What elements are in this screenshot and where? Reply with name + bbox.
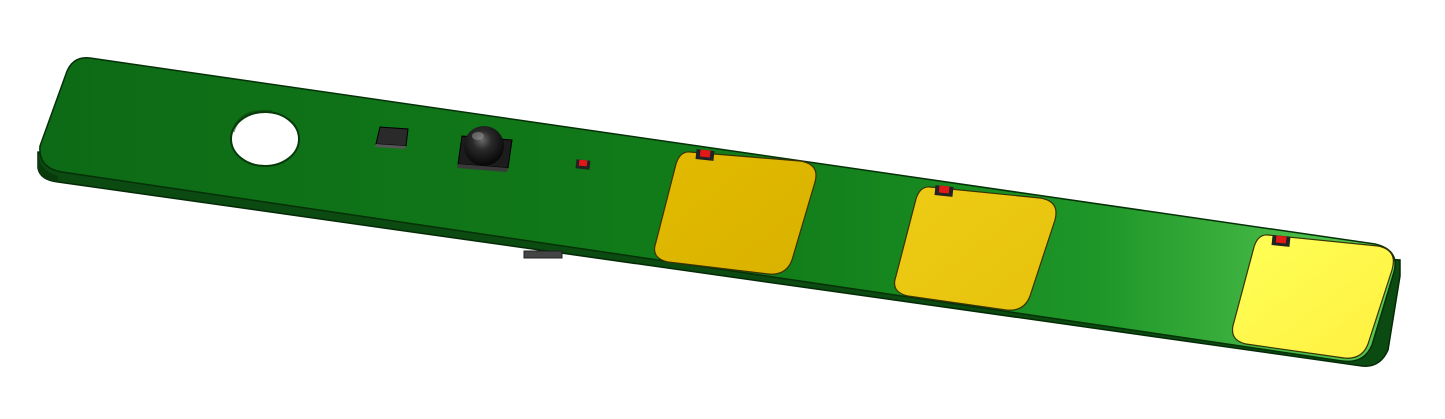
- pad-2-led: [934, 185, 954, 197]
- connector: [523, 250, 563, 259]
- crystal: [375, 126, 409, 149]
- touch-pad-2: [893, 186, 1057, 311]
- pad-3-led: [1271, 235, 1291, 247]
- touch-pad-1: [653, 151, 817, 275]
- tactile-button: [457, 126, 513, 172]
- board-edge-left: [38, 152, 58, 182]
- pad-1-led: [695, 149, 715, 161]
- touch-pad-3: [1231, 234, 1394, 359]
- status-led: [575, 159, 591, 170]
